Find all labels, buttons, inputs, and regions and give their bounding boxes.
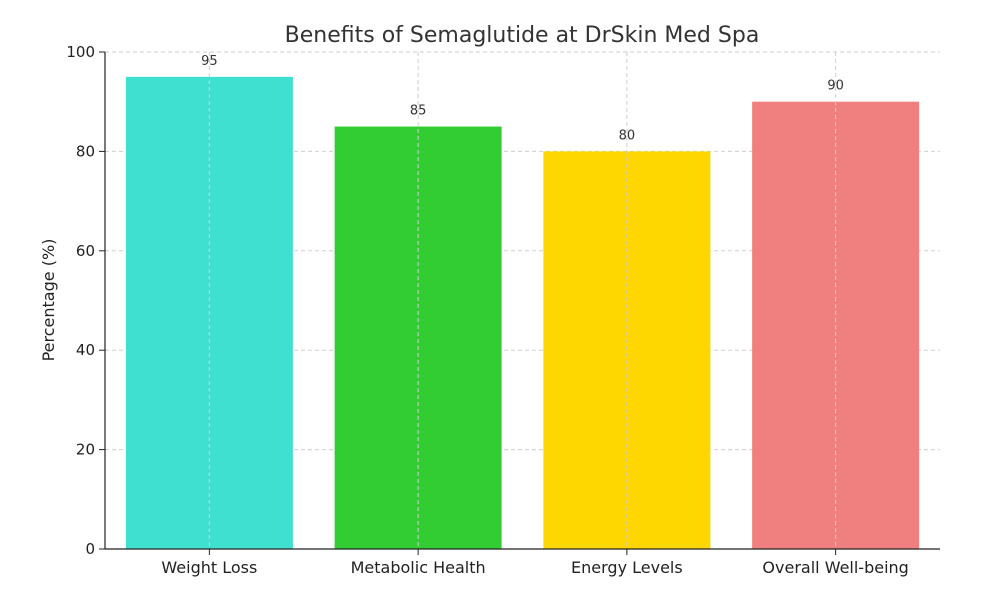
chart-title: Benefits of Semaglutide at DrSkin Med Sp… xyxy=(285,23,760,48)
y-tick-label: 100 xyxy=(66,43,95,61)
y-axis-title: Percentage (%) xyxy=(39,239,58,362)
y-tick-label: 60 xyxy=(76,242,95,260)
bar xyxy=(334,126,502,550)
x-tick-label: Weight Loss xyxy=(161,558,257,577)
axes xyxy=(104,52,940,550)
y-tick-label: 80 xyxy=(76,142,95,160)
y-tick-label: 40 xyxy=(76,341,95,359)
data-label: 90 xyxy=(827,79,844,94)
x-tick-label: Energy Levels xyxy=(571,558,683,577)
data-label: 95 xyxy=(201,54,218,69)
x-tick-label: Metabolic Health xyxy=(351,558,486,577)
y-tick-label: 20 xyxy=(76,441,95,459)
x-axis-ticks: Weight Loss Metabolic Health Energy Levels… xyxy=(161,549,909,577)
y-axis-ticks: 0 20 40 60 80 100 xyxy=(66,43,105,558)
y-tick-label: 0 xyxy=(85,540,95,558)
x-tick-label: Overall Well-being xyxy=(762,558,908,577)
bars-group: 95 85 80 90 xyxy=(125,52,920,550)
data-label: 85 xyxy=(410,104,427,119)
data-label: 80 xyxy=(619,128,636,143)
